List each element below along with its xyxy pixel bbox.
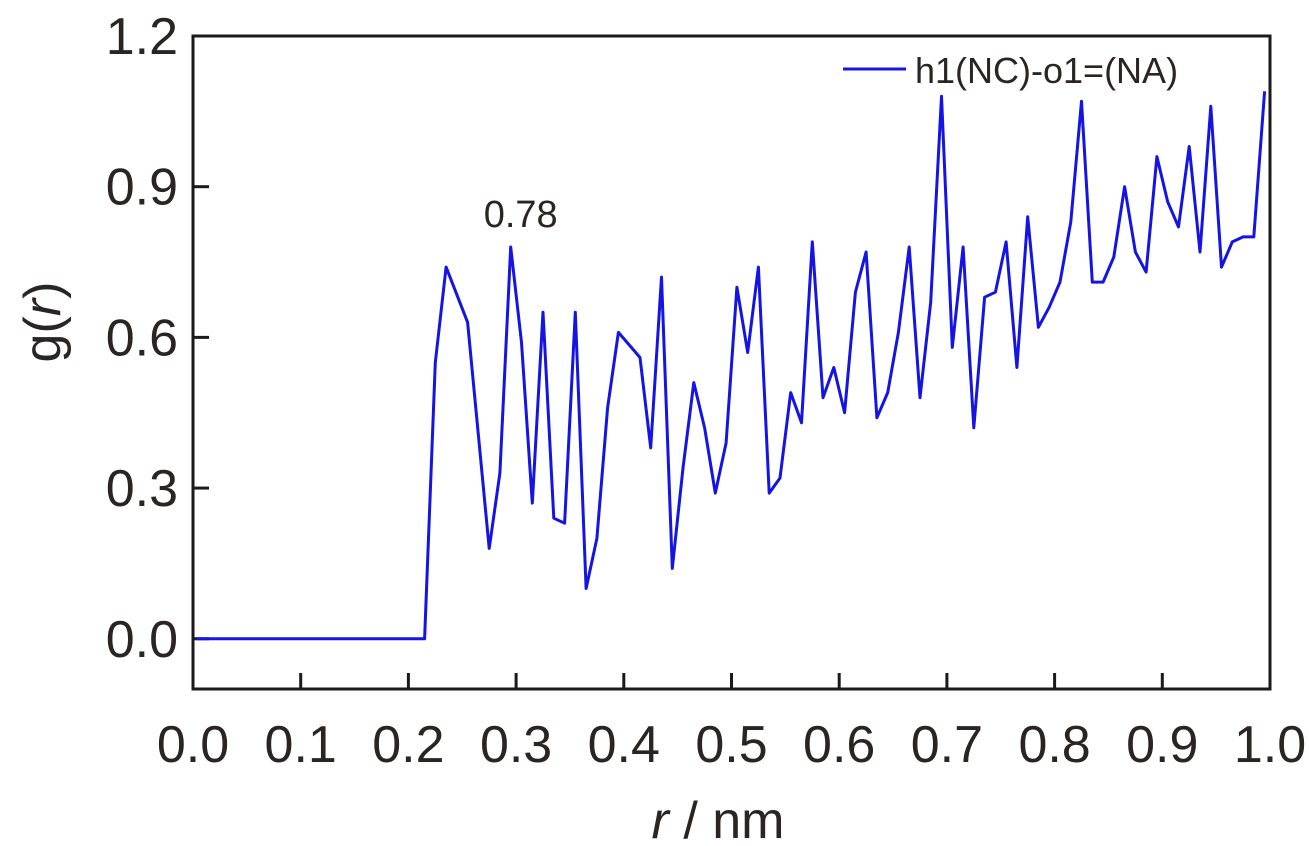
series-line-h1nc-o1na (196, 91, 1267, 641)
x-tick-label: 0.5 (695, 716, 767, 774)
x-tick-label: 0.2 (372, 716, 444, 774)
y-tick-label: 0.3 (106, 460, 178, 518)
x-tick-label: 0.3 (480, 716, 552, 774)
x-tick-label: 0.7 (911, 716, 983, 774)
y-axis-tick-labels: 0.0 0.3 0.6 0.9 1.2 (106, 8, 178, 669)
y-tick-label: 0.6 (106, 309, 178, 367)
legend-label: h1(NC)-o1=(NA) (915, 50, 1178, 91)
x-tick-label: 0.1 (265, 716, 337, 774)
y-axis-title-suffix: ) (14, 282, 72, 299)
x-tick-label: 0.0 (157, 716, 229, 774)
x-axis-tick-labels: 0.0 0.1 0.2 0.3 0.4 0.5 0.6 0.7 0.8 0.9 1.0 (157, 716, 1306, 774)
x-axis-ticks (191, 673, 1272, 689)
x-tick-label: 1.0 (1234, 716, 1306, 774)
y-tick-label: 0.9 (106, 159, 178, 217)
legend: h1(NC)-o1=(NA) (843, 50, 1178, 91)
x-tick-label: 0.9 (1126, 716, 1198, 774)
x-axis-title-unit: / nm (669, 792, 785, 846)
y-axis-ticks (193, 34, 209, 641)
peak-annotation: 0.78 (484, 194, 558, 236)
x-tick-label: 0.8 (1018, 716, 1090, 774)
y-tick-label: 1.2 (106, 8, 178, 66)
y-axis-title-prefix: g( (14, 316, 72, 363)
x-tick-label: 0.4 (588, 716, 660, 774)
y-tick-label: 0.0 (106, 611, 178, 669)
x-tick-label: 0.6 (803, 716, 875, 774)
y-axis-title: g(r) (14, 282, 72, 363)
x-axis-title: r / nm (652, 792, 785, 846)
y-axis-title-variable: r (14, 296, 72, 316)
x-axis-title-variable: r (652, 792, 672, 846)
